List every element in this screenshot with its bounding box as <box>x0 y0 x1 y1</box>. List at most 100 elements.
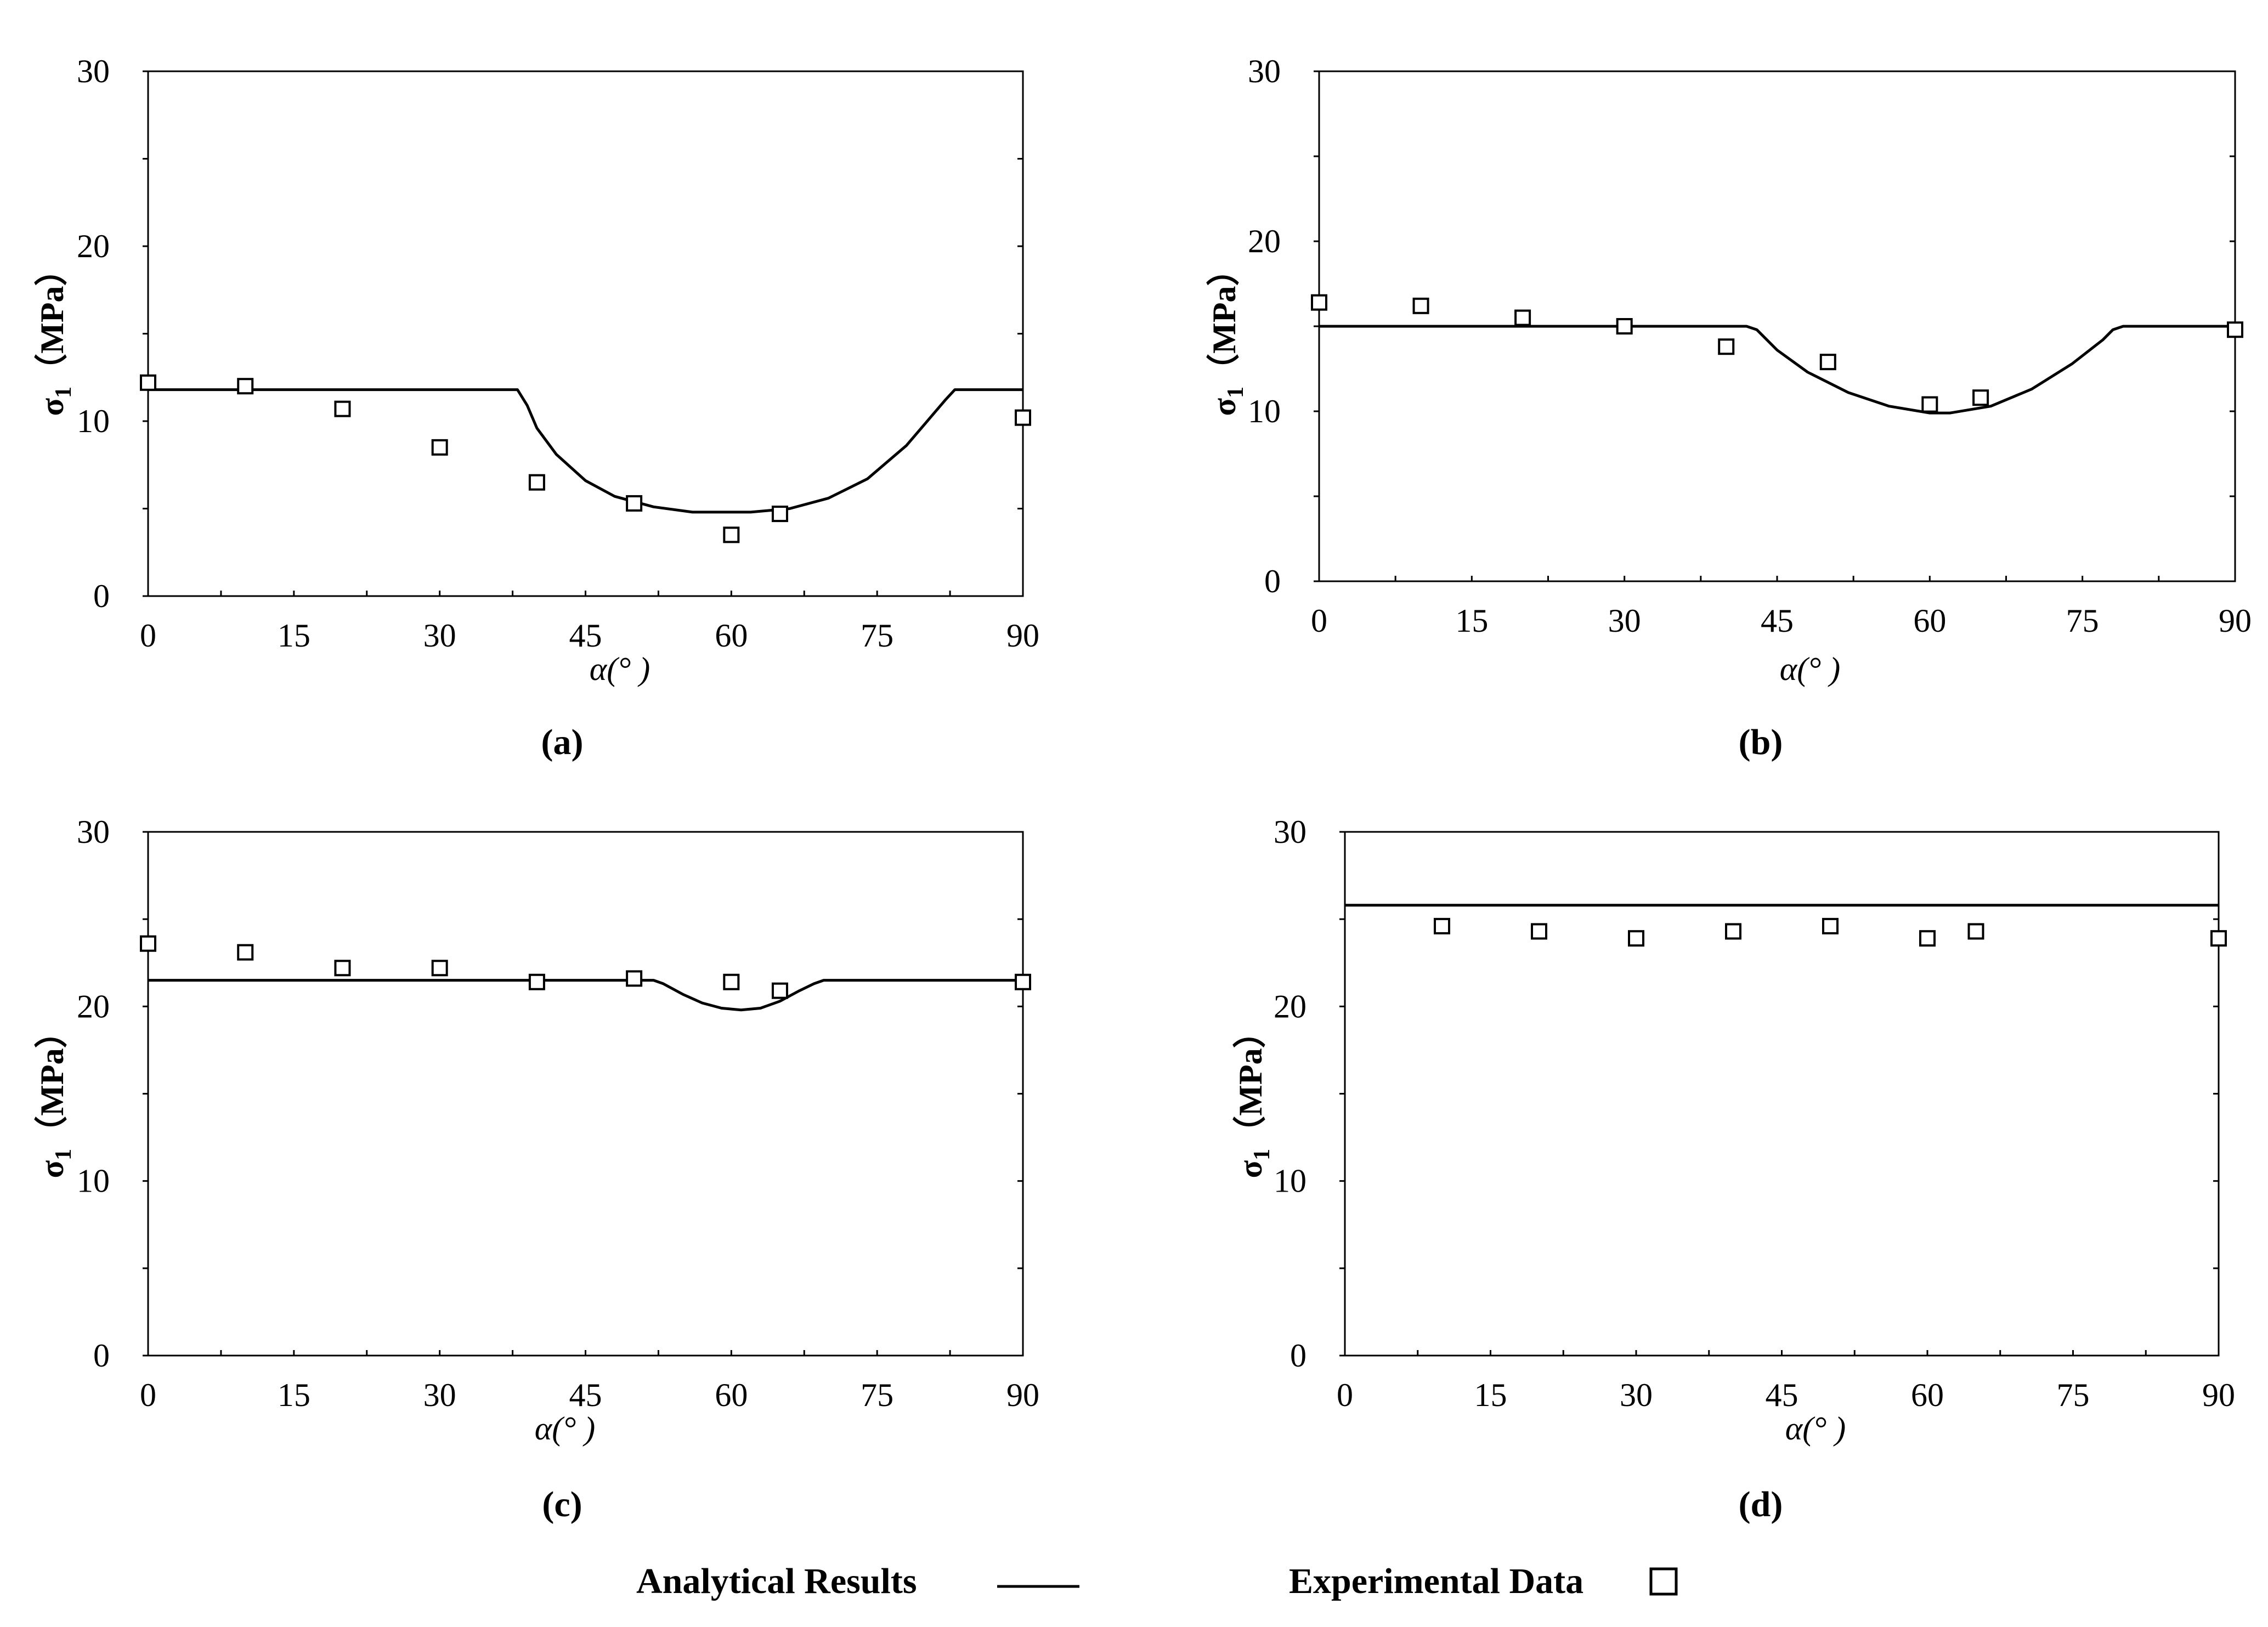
y-tick-label: 20 <box>1248 223 1281 259</box>
experimental-point <box>1819 354 1836 371</box>
y-tick-label: 30 <box>1274 814 1306 850</box>
y-tick-label: 20 <box>77 228 110 264</box>
experimental-point <box>2210 930 2227 947</box>
experimental-point <box>140 935 156 952</box>
x-tick-label: 0 <box>1311 603 1327 639</box>
y-tick-label: 0 <box>1290 1337 1306 1374</box>
x-tick-label: 15 <box>1455 603 1488 639</box>
analytical-line <box>148 979 1023 1012</box>
experimental-point <box>2227 321 2243 338</box>
chart-panel-b: 0 10 20 30 0 15 30 45 60 75 90 α(° ) σ1（MPa） (b) <box>1206 53 2252 762</box>
x-tick-label: 0 <box>1337 1377 1353 1413</box>
y-tick-label: 30 <box>77 814 110 850</box>
experimental-point <box>626 495 643 512</box>
experimental-point <box>1531 923 1547 940</box>
experimental-point <box>1972 389 1989 406</box>
y-tick-label: 10 <box>1274 1163 1306 1199</box>
x-tick-label: 30 <box>423 617 456 654</box>
chart-panel-a: 0 10 20 30 0 15 30 45 60 75 90 α(° ) σ1（MPa） (a) <box>33 53 1039 762</box>
experimental-point <box>237 378 254 395</box>
experimental-point <box>1015 973 1031 990</box>
panel-label: (b) <box>1739 722 1783 762</box>
y-axis-title: σ1（MPa） <box>33 253 76 416</box>
x-tick-label: 90 <box>2202 1377 2235 1413</box>
x-tick-label: 0 <box>140 1377 156 1413</box>
y-tick-label: 0 <box>1264 563 1281 599</box>
y-axis-title: σ1（MPa） <box>1206 253 1248 416</box>
plot-frame <box>147 70 1024 597</box>
x-tick-label: 45 <box>1761 603 1794 639</box>
x-tick-label: 60 <box>1913 603 1946 639</box>
chart-panel-d: 0 10 20 30 0 15 30 45 60 75 90 α(° ) σ1（MPa） (d) <box>1232 814 2235 1524</box>
experimental-point <box>771 982 788 999</box>
y-tick-label: 30 <box>1248 53 1281 89</box>
x-tick-label: 0 <box>140 617 156 654</box>
x-tick-label: 30 <box>1620 1377 1653 1413</box>
y-tick-label: 10 <box>77 403 110 439</box>
experimental-point <box>723 526 740 543</box>
x-axis-title: α(° ) <box>1785 1410 1846 1447</box>
x-tick-label: 60 <box>715 617 748 654</box>
x-tick-label: 60 <box>715 1377 748 1413</box>
y-tick-label: 0 <box>93 578 110 614</box>
x-tick-label: 30 <box>1608 603 1641 639</box>
y-tick-label: 10 <box>1248 393 1281 429</box>
experimental-point <box>334 400 351 417</box>
plot-frame <box>1344 831 2220 1357</box>
x-tick-label: 75 <box>861 617 893 654</box>
experimental-point <box>1434 917 1450 934</box>
experimental-point <box>1919 930 1936 947</box>
x-tick-label: 75 <box>861 1377 893 1413</box>
experimental-point <box>771 506 788 523</box>
x-tick-label: 90 <box>1006 1377 1039 1413</box>
x-axis-title: α(° ) <box>535 1410 595 1447</box>
legend: Analytical Results Experimental Data <box>636 1561 1678 1601</box>
experimental-point <box>1628 930 1644 947</box>
y-tick-label: 10 <box>77 1163 110 1199</box>
panel-label: (c) <box>542 1484 582 1524</box>
analytical-line <box>148 388 1023 514</box>
analytical-line <box>1319 325 2235 415</box>
experimental-point <box>431 960 448 977</box>
experimental-point <box>140 374 156 391</box>
experimental-point <box>1412 297 1429 314</box>
experimental-point <box>1822 917 1839 934</box>
legend-line-label: Analytical Results <box>636 1561 917 1601</box>
y-tick-label: 30 <box>77 53 110 89</box>
experimental-point <box>1718 338 1735 355</box>
experimental-point <box>431 439 448 456</box>
y-tick-label: 0 <box>93 1337 110 1374</box>
experimental-point <box>1514 309 1531 326</box>
x-axis-title: α(° ) <box>590 651 650 687</box>
experimental-point <box>723 973 740 990</box>
legend-marker-label: Experimental Data <box>1289 1561 1583 1601</box>
x-tick-label: 15 <box>278 1377 310 1413</box>
y-axis-title: σ1（MPa） <box>33 1016 76 1178</box>
x-tick-label: 60 <box>1911 1377 1944 1413</box>
x-tick-label: 75 <box>2066 603 2099 639</box>
experimental-point <box>528 474 545 491</box>
experimental-point <box>1921 396 1938 413</box>
legend-marker-swatch <box>1649 1567 1678 1596</box>
panel-label: (a) <box>541 722 584 762</box>
x-tick-label: 75 <box>2057 1377 2090 1413</box>
x-tick-label: 45 <box>1766 1377 1798 1413</box>
experimental-point <box>1967 923 1984 940</box>
x-tick-label: 15 <box>278 617 310 654</box>
x-tick-label: 90 <box>2219 603 2252 639</box>
x-tick-label: 90 <box>1006 617 1039 654</box>
x-tick-label: 30 <box>423 1377 456 1413</box>
x-tick-label: 45 <box>569 1377 602 1413</box>
experimental-point <box>626 970 643 987</box>
panel-label: (d) <box>1739 1484 1783 1524</box>
experimental-point <box>1015 409 1031 426</box>
experimental-point <box>528 973 545 990</box>
x-tick-label: 15 <box>1474 1377 1507 1413</box>
experimental-point <box>1311 294 1327 311</box>
y-tick-label: 20 <box>1274 988 1306 1024</box>
experimental-point <box>1725 923 1741 940</box>
experimental-point <box>334 960 351 977</box>
x-tick-label: 45 <box>569 617 602 654</box>
chart-panel-c: 0 10 20 30 0 15 30 45 60 75 90 α(° ) σ1（MPa） (c) <box>33 814 1039 1524</box>
y-tick-label: 20 <box>77 988 110 1024</box>
